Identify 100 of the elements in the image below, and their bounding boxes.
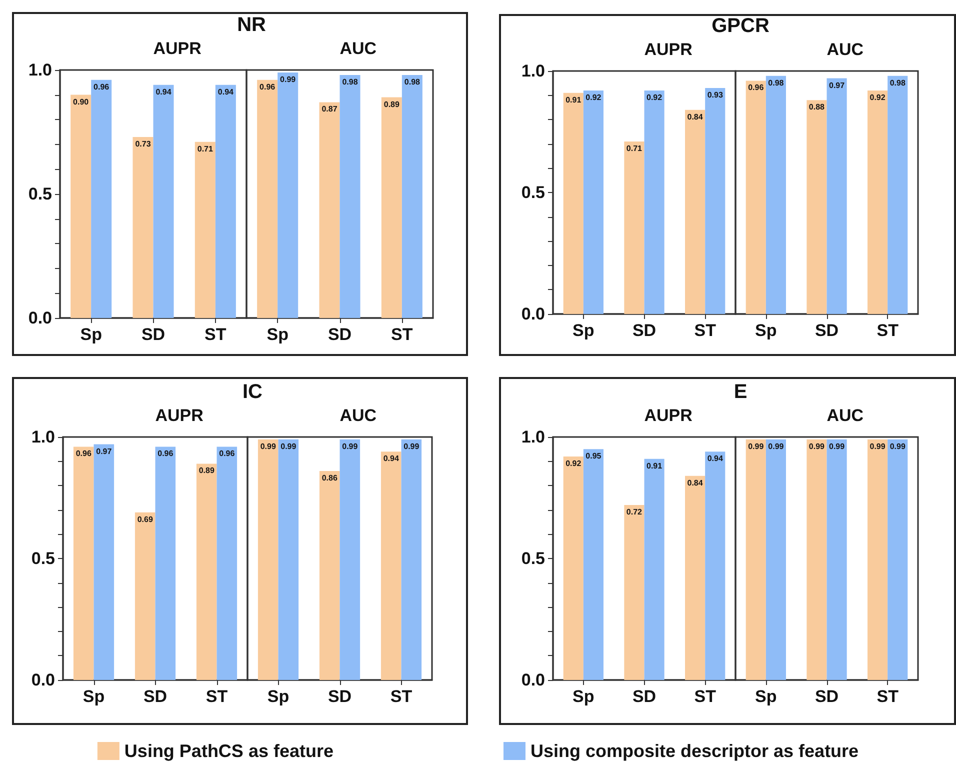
x-tick-label: Sp [80, 325, 102, 344]
text: AUPR [644, 40, 692, 59]
bar [826, 78, 847, 314]
bar [278, 72, 298, 318]
data-label: 0.99 [342, 442, 358, 451]
bar [766, 439, 786, 680]
bar [644, 458, 664, 680]
data-label: 0.71 [626, 144, 643, 153]
data-label: 0.98 [768, 78, 784, 88]
data-label: 0.91 [566, 95, 582, 104]
bar [380, 452, 402, 680]
legend-label: Using PathCS as feature [124, 741, 334, 761]
x-tick-label: ST [204, 325, 227, 344]
data-label: 0.98 [890, 78, 906, 88]
bar [705, 452, 726, 680]
y-tick-label: 1.0 [28, 60, 52, 80]
data-label: 0.99 [280, 442, 297, 451]
bar [132, 136, 154, 318]
bar [215, 84, 236, 318]
x-tick-label: Sp [572, 321, 594, 340]
data-label: 0.97 [96, 446, 112, 456]
x-tick-label: ST [390, 687, 413, 706]
x-tick-label: SD [143, 687, 168, 706]
x-tick-label: Sp [82, 687, 105, 706]
y-tick-label: 0.0 [31, 670, 55, 690]
bar [134, 512, 156, 680]
x-tick-label: ST [206, 687, 228, 706]
data-label: 0.84 [687, 478, 704, 488]
x-tick-label: Sp [755, 687, 777, 706]
text: AUPR [153, 39, 202, 58]
y-tick-label: 0.0 [521, 670, 545, 690]
data-label: 0.99 [768, 442, 784, 451]
bar [319, 102, 340, 318]
y-tick-label: 0.0 [28, 308, 52, 328]
text: AUC [826, 40, 864, 59]
data-label: 0.96 [219, 449, 236, 458]
bar [746, 439, 766, 680]
bar [888, 76, 908, 314]
bar [766, 76, 786, 314]
bar [401, 439, 422, 680]
chart-title: IC [242, 381, 262, 403]
bar [319, 471, 340, 680]
bar [583, 449, 604, 680]
y-tick-label: 0.5 [521, 183, 545, 202]
data-label: 0.98 [404, 77, 421, 86]
bar [624, 505, 644, 680]
y-tick-label: 0.5 [28, 184, 52, 204]
bar [868, 90, 888, 314]
data-label: 0.99 [870, 442, 886, 451]
x-tick-label: SD [814, 321, 839, 340]
data-label: 0.99 [808, 442, 826, 451]
data-label: 0.99 [404, 442, 420, 451]
data-label: 0.94 [156, 87, 172, 96]
bar [153, 84, 174, 318]
x-tick-label: SD [141, 325, 166, 344]
data-label: 0.92 [646, 92, 663, 102]
bar [705, 88, 726, 314]
data-label: 0.98 [342, 77, 358, 86]
bar [91, 80, 112, 318]
bar [278, 439, 299, 680]
bar [155, 446, 176, 680]
bar [563, 456, 584, 680]
bar [340, 74, 360, 318]
x-tick-label: SD [632, 687, 656, 706]
y-tick-label: 0.0 [521, 304, 545, 324]
data-label: 0.94 [707, 454, 724, 464]
y-tick-label: 1.0 [521, 428, 545, 446]
data-label: 0.99 [280, 74, 296, 84]
data-label: 0.99 [748, 442, 764, 451]
data-label: 0.99 [890, 442, 906, 451]
text: AUC [826, 406, 864, 425]
data-label: 0.86 [322, 474, 338, 483]
x-tick-label: SD [328, 687, 352, 706]
x-tick-label: ST [876, 687, 900, 706]
bar [888, 439, 908, 680]
data-label: 0.96 [158, 449, 174, 458]
data-label: 0.89 [384, 100, 400, 109]
data-label: 0.99 [829, 442, 846, 451]
data-label: 0.93 [707, 90, 724, 100]
data-label: 0.89 [198, 466, 215, 476]
data-label: 0.97 [829, 80, 846, 90]
bar [73, 446, 94, 680]
bar [340, 439, 360, 680]
bar [746, 80, 766, 314]
x-tick-label: SD [328, 325, 352, 344]
chart-title: GPCR [712, 15, 770, 37]
y-tick-label: 0.5 [31, 549, 55, 568]
bar [624, 141, 644, 314]
bar [194, 142, 216, 318]
bar [257, 80, 278, 318]
text: AUPR [155, 406, 204, 425]
bar [685, 110, 706, 314]
data-label: 0.92 [870, 92, 886, 102]
data-label: 0.96 [94, 82, 110, 92]
legend-label: Using composite descriptor as feature [530, 741, 859, 761]
x-tick-label: ST [694, 687, 717, 706]
text: AUC [340, 39, 377, 58]
data-label: 0.90 [73, 97, 90, 106]
bar [806, 439, 827, 680]
data-label: 0.96 [260, 82, 276, 92]
